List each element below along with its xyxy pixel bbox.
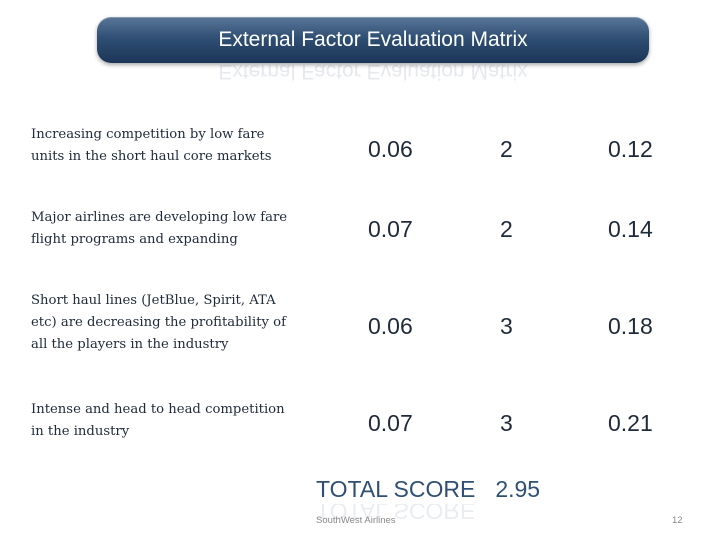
factor-line: all the players in the industry — [31, 337, 229, 352]
slide-title: External Factor Evaluation Matrix — [218, 28, 528, 51]
factor-line: Major airlines are developing low fare — [31, 210, 288, 225]
factor-text-1: Increasing competition by low fare units… — [31, 124, 331, 168]
weighted-score-value: 0.14 — [608, 216, 653, 242]
factor-line: etc) are decreasing the profitability of — [31, 315, 286, 330]
factor-line: units in the short haul core markets — [31, 149, 272, 164]
weight-value: 0.06 — [368, 313, 413, 339]
title-reflection-text: External Factor Evaluation Matrix — [218, 63, 528, 83]
rating-value: 3 — [500, 313, 513, 339]
factor-line: Increasing competition by low fare — [31, 127, 265, 142]
weighted-score-value: 0.18 — [608, 313, 653, 339]
factor-line: in the industry — [31, 424, 130, 439]
total-score: TOTAL SCORE 2.95 — [316, 476, 540, 503]
weighted-score-value: 0.12 — [608, 136, 653, 162]
title-reflection: External Factor Evaluation Matrix — [97, 63, 649, 87]
rating-value: 2 — [500, 216, 513, 242]
weighted-score-value: 0.21 — [608, 410, 653, 436]
factor-line: flight programs and expanding — [31, 232, 238, 247]
factor-text-3: Short haul lines (JetBlue, Spirit, ATA e… — [31, 290, 331, 356]
footer-company: SouthWest Airlines — [316, 515, 396, 526]
weight-value: 0.07 — [368, 410, 413, 436]
total-score-value: 2.95 — [495, 476, 541, 502]
factor-line: Short haul lines (JetBlue, Spirit, ATA — [31, 293, 276, 308]
rating-value: 3 — [500, 410, 513, 436]
factor-line: Intense and head to head competition — [31, 402, 285, 417]
weight-value: 0.07 — [368, 216, 413, 242]
slide-title-bar: External Factor Evaluation Matrix — [97, 17, 649, 63]
factor-text-4: Intense and head to head competition in … — [31, 399, 331, 443]
slide-number: 12 — [672, 515, 683, 526]
weight-value: 0.06 — [368, 136, 413, 162]
factor-text-2: Major airlines are developing low fare f… — [31, 207, 331, 251]
rating-value: 2 — [500, 136, 513, 162]
total-score-label: TOTAL SCORE — [316, 476, 476, 502]
